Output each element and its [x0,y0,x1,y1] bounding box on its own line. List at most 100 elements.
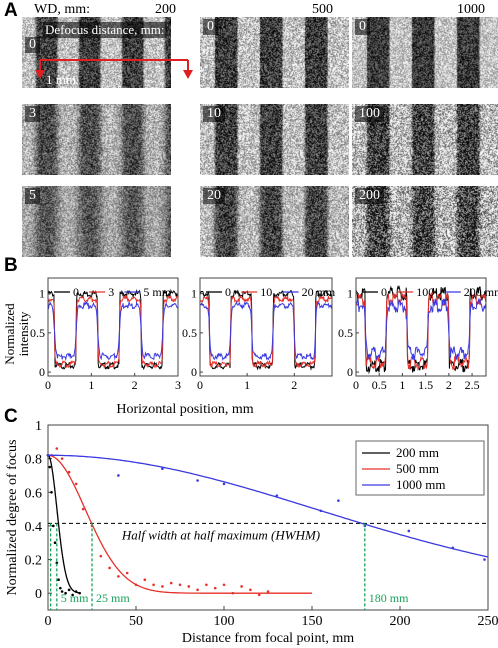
legend-label: 200 mm [464,285,498,299]
data-point [59,586,62,590]
defocus-value-label: 20 [203,188,225,204]
x-tick-label: 2 [291,378,297,392]
x-tick-label: 150 [302,614,323,629]
legend-label: 0 [225,285,231,299]
panel-c-letter: C [4,406,18,427]
plot-frame [199,277,333,377]
wd-value-200: 200 [155,2,176,17]
data-point [249,588,252,592]
data-point [74,590,78,593]
data-point [48,465,52,469]
data-point [152,583,155,587]
data-point [196,588,199,592]
chart-frame [47,424,489,611]
stripe-image: 10 [200,104,349,175]
data-point [50,490,53,494]
data-point [71,593,74,597]
y-tick-label: 0.5 [30,326,45,340]
defocus-value-label: 3 [25,106,40,122]
legend-label: 10 [260,285,272,299]
defocus-value-label: 0 [355,19,370,35]
stripe-image: 5 [22,186,171,257]
chart-xlabel: Distance from focal point, mm [182,631,354,646]
profile-series-2 [355,297,487,361]
defocus-value-label: 10 [203,106,225,122]
x-tick-label: 0 [45,378,51,392]
legend-label: 3 [108,285,114,299]
x-tick-label: 2 [446,378,452,392]
legend-label: 20 mm [302,285,336,299]
defocus-value-label: 0 [203,19,218,35]
y-tick-label: 0 [191,365,197,379]
x-tick-label: 2.5 [465,378,480,392]
plot-frame [47,277,179,377]
data-point [143,578,147,582]
data-point [222,482,226,486]
wd-value-500: 500 [312,2,333,17]
x-tick-label: 1 [88,378,94,392]
data-point [222,583,226,587]
hwhm-marker-label: 5 mm [61,591,89,605]
chart-ylabel: Normalized degree of focus [5,440,20,596]
data-point [257,593,261,597]
legend-label: 500 mm [396,461,439,476]
y-tick-label: 0.6 [25,486,43,501]
profile-series-2 [47,300,179,362]
data-point [213,586,217,590]
x-tick-label: 0 [197,378,203,392]
y-tick-label: 0.4 [25,520,43,535]
fit-curve-500-mm [47,454,312,594]
data-point [108,566,111,570]
scale-bar-label: 1 mm [46,72,76,87]
data-point [178,583,182,587]
y-tick-label: 0 [39,365,45,379]
profile-series-2 [199,301,333,361]
hwhm-marker-label: 25 mm [96,591,130,605]
data-point [46,453,50,457]
panel-b-xlabel: Horizontal position, mm [116,402,253,417]
y-tick-label: 0.5 [182,326,197,340]
profile-series-0 [355,285,487,375]
profile-series-1 [200,294,333,369]
defocus-value-label: 100 [355,106,384,122]
data-point [407,529,411,533]
panel-c-chart: 0 0.2 0.4 0.6 0.8 1 0 50 100 150 200 250 Normalized … [5,419,498,646]
data-point [125,571,129,575]
x-tick-label: 50 [129,614,143,629]
stripe-image: 20 [200,186,349,257]
data-point [57,578,60,582]
x-tick-label: 0 [353,378,359,392]
legend-label: 1000 mm [396,477,445,492]
profile-series-1 [355,291,487,371]
stripe-image: 100 [352,104,498,175]
defocus-value-label: 5 [25,188,40,204]
defocus-value-label: 0 [25,37,40,53]
panel-a-overlay [35,59,193,95]
data-point [60,457,64,460]
data-point [451,546,455,550]
stripe-image: 3 [22,104,171,175]
data-point [161,467,164,471]
data-point [117,575,120,578]
wd-label: WD, mm: [34,2,90,17]
x-tick-label: 3 [175,378,181,392]
x-tick-label: 1 [399,378,405,392]
y-tick-label: 0 [35,587,42,602]
data-point [266,590,270,593]
profile-series-0 [47,288,179,371]
data-point [319,509,323,513]
data-point [53,541,57,545]
y-tick-label: 0 [347,365,353,379]
data-point [55,447,59,450]
data-point [205,583,208,587]
legend-label: 0 [381,285,387,299]
legend-label: 200 mm [396,445,439,460]
y-tick-label: 0.8 [25,453,43,468]
hwhm-label: Half width at half maximum (HWHM) [121,527,320,542]
data-point [337,499,340,502]
panel-b-letter: B [4,255,18,276]
y-tick-label: 0.2 [25,554,43,569]
x-tick-label: 100 [214,614,235,629]
x-tick-label: 1.5 [418,378,433,392]
x-tick-label: 0 [45,614,52,629]
